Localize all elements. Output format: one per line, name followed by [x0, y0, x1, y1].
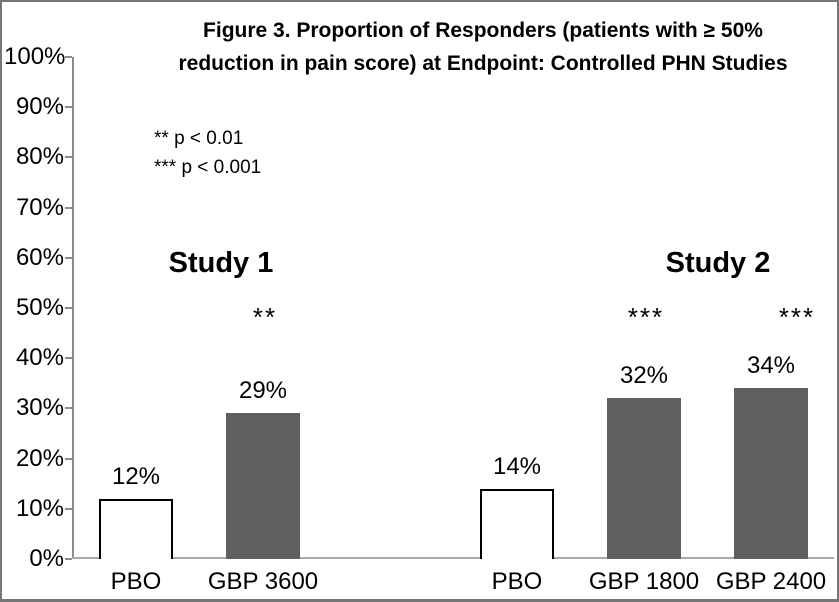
y-tick-70% — [65, 207, 72, 209]
study-1-label: Study 1 — [168, 247, 274, 279]
bar-0-pbo — [99, 499, 173, 559]
x-axis-label-2-pbo: PBO — [491, 568, 543, 595]
y-tick-label-80%: 80% — [15, 143, 64, 170]
study-2-label: Study 2 — [665, 247, 771, 279]
significance-marker-1: ** — [252, 302, 278, 332]
bar-value-label-3: 32% — [619, 362, 669, 389]
significance-marker-3: *** — [627, 302, 665, 332]
bar-1-gbp-3600 — [226, 413, 300, 559]
y-tick-20% — [65, 458, 72, 460]
y-tick-40% — [65, 357, 72, 359]
y-tick-90% — [65, 106, 72, 108]
chart-title-line-1: Figure 3. Proportion of Responders (pati… — [203, 19, 763, 42]
y-tick-label-60%: 60% — [15, 244, 64, 271]
y-tick-50% — [65, 307, 72, 309]
x-axis-label-3-gbp-1800: GBP 1800 — [588, 568, 700, 595]
y-tick-30% — [65, 407, 72, 409]
x-axis-label-0-pbo: PBO — [110, 568, 162, 595]
bar-value-label-4: 34% — [746, 352, 796, 379]
y-tick-10% — [65, 508, 72, 510]
x-axis-line — [72, 557, 834, 559]
x-axis-label-4-gbp-2400: GBP 2400 — [715, 568, 827, 595]
significance-note: ** p < 0.01 *** p < 0.001 — [154, 124, 261, 182]
significance-marker-4: *** — [778, 302, 816, 332]
y-tick-label-0%: 0% — [29, 545, 64, 572]
significance-note-line-2: *** p < 0.001 — [154, 157, 262, 178]
bar-3-gbp-1800 — [607, 398, 681, 559]
bar-value-label-1: 29% — [238, 377, 288, 404]
chart-title: Figure 3. Proportion of Responders (pati… — [125, 14, 837, 80]
y-tick-100% — [65, 56, 72, 58]
significance-note-line-1: ** p < 0.01 — [154, 128, 244, 149]
y-tick-label-20%: 20% — [15, 445, 64, 472]
y-tick-label-90%: 90% — [15, 93, 64, 120]
chart-title-line-2: reduction in pain score) at Endpoint: Co… — [178, 52, 788, 75]
bar-2-pbo — [480, 489, 554, 559]
y-axis-line — [72, 57, 74, 559]
bar-4-gbp-2400 — [734, 388, 808, 559]
bar-value-label-0: 12% — [111, 463, 161, 490]
y-tick-0% — [65, 558, 72, 560]
x-axis-label-1-gbp-3600: GBP 3600 — [207, 568, 319, 595]
y-tick-60% — [65, 257, 72, 259]
plot-area: 12% 29% ** 14% 32% *** 34% *** — [65, 56, 834, 560]
y-tick-80% — [65, 156, 72, 158]
y-tick-label-100%: 100% — [4, 43, 66, 70]
y-tick-label-70%: 70% — [15, 194, 64, 221]
y-tick-label-40%: 40% — [15, 344, 64, 371]
y-tick-label-30%: 30% — [15, 394, 64, 421]
y-tick-label-50%: 50% — [15, 294, 64, 321]
bar-value-label-2: 14% — [492, 453, 542, 480]
y-tick-label-10%: 10% — [15, 495, 64, 522]
